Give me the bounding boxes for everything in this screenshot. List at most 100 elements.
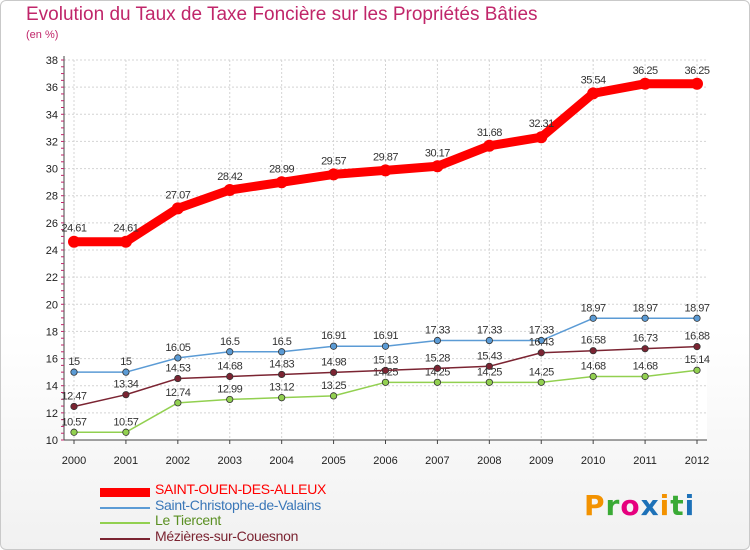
data-label: 14.25 [477,366,502,378]
x-tick-label: 2006 [373,455,397,467]
data-point [535,131,548,144]
data-point [485,378,493,386]
data-point [119,235,132,248]
data-label: 16.5 [272,336,292,348]
data-point [174,399,182,407]
data-label: 15.14 [684,354,709,366]
chart-subtitle: (en %) [26,29,59,41]
data-point [693,343,701,351]
y-tick-label: 20 [46,299,58,311]
data-point [226,395,234,404]
y-tick-label: 34 [46,109,58,121]
data-point [171,202,184,215]
data-point [381,366,390,374]
x-tick-label: 2011 [633,455,657,467]
data-point [379,164,392,177]
data-point [639,77,652,90]
legend-swatch [100,522,150,524]
data-point [433,364,442,372]
data-label: 15.43 [477,350,502,362]
data-point [327,168,340,181]
legend-label: Le Tiercent [155,512,221,528]
x-tick-label: 2007 [425,455,449,467]
data-point [381,342,390,350]
data-point [278,370,286,379]
data-point [122,428,130,436]
data-label: 27.07 [165,189,190,201]
data-label: 14.68 [633,360,658,372]
data-label: 28.42 [217,171,242,183]
data-label: 12.74 [165,387,190,399]
data-point [485,362,493,370]
chart-title: Evolution du Taux de Taxe Foncière sur l… [26,4,538,25]
legend-swatch [100,487,150,497]
data-label: 12.99 [217,383,242,395]
y-tick-label: 30 [46,164,58,176]
data-label: 17.33 [477,325,502,337]
data-point [641,314,649,322]
legend-label: Mézières-sur-Couesnon [155,527,299,544]
data-label: 15.28 [425,352,450,364]
data-point [70,368,78,376]
y-tick-label: 10 [46,435,58,447]
data-label: 18.97 [684,302,709,314]
y-tick-label: 28 [46,191,58,203]
data-point [589,347,597,355]
data-point [275,176,288,189]
data-label: 15.13 [373,354,398,366]
data-point [174,374,182,383]
data-label: 13.12 [269,382,294,394]
data-point [693,314,701,322]
data-point [589,372,597,381]
data-label: 13.25 [321,380,346,392]
y-tick-label: 22 [46,272,58,284]
data-label: 10.57 [113,416,138,428]
data-label: 24.61 [61,223,86,235]
data-point [223,184,236,197]
legend-swatch [100,506,150,509]
data-point [329,342,338,350]
legend-label: SAINT-OUEN-DES-ALLEUX [155,481,327,497]
data-label: 36.25 [684,65,709,77]
logo-letter: i [684,489,696,522]
data-point [278,394,286,402]
data-point [693,366,701,374]
data-point [122,368,130,376]
x-tick-label: 2003 [218,455,242,467]
data-label: 29.87 [373,151,398,163]
data-label: 15 [120,356,132,368]
data-point [70,428,78,436]
y-tick-label: 14 [46,381,58,393]
logo-letter: P [584,489,606,522]
data-label: 16.43 [529,337,554,349]
data-point [641,372,649,381]
data-label: 14.25 [529,366,554,378]
data-label: 15 [68,356,80,368]
y-tick-label: 32 [46,136,58,148]
logo-letter: x [640,489,660,522]
data-label: 16.73 [633,333,658,345]
data-point [537,349,545,357]
data-point [485,336,493,345]
data-label: 16.88 [684,331,709,343]
data-point [174,354,182,362]
data-label: 14.53 [165,363,190,375]
data-label: 14.68 [581,360,606,372]
data-label: 16.91 [321,330,346,342]
data-point [68,235,80,248]
x-tick-label: 2012 [685,455,709,467]
x-tick-label: 2010 [581,455,605,467]
x-tick-label: 2001 [114,455,138,467]
x-tick-label: 2008 [477,455,501,467]
data-point [226,372,234,381]
data-point [433,378,442,386]
data-label: 24.61 [113,223,138,235]
y-tick-label: 38 [46,55,58,67]
logo-letter: o [620,489,641,522]
x-tick-label: 2005 [321,455,345,467]
legend-label: Saint-Christophe-de-Valains [155,496,321,513]
data-point [537,336,545,345]
y-tick-label: 16 [46,354,58,366]
data-point [329,392,338,400]
